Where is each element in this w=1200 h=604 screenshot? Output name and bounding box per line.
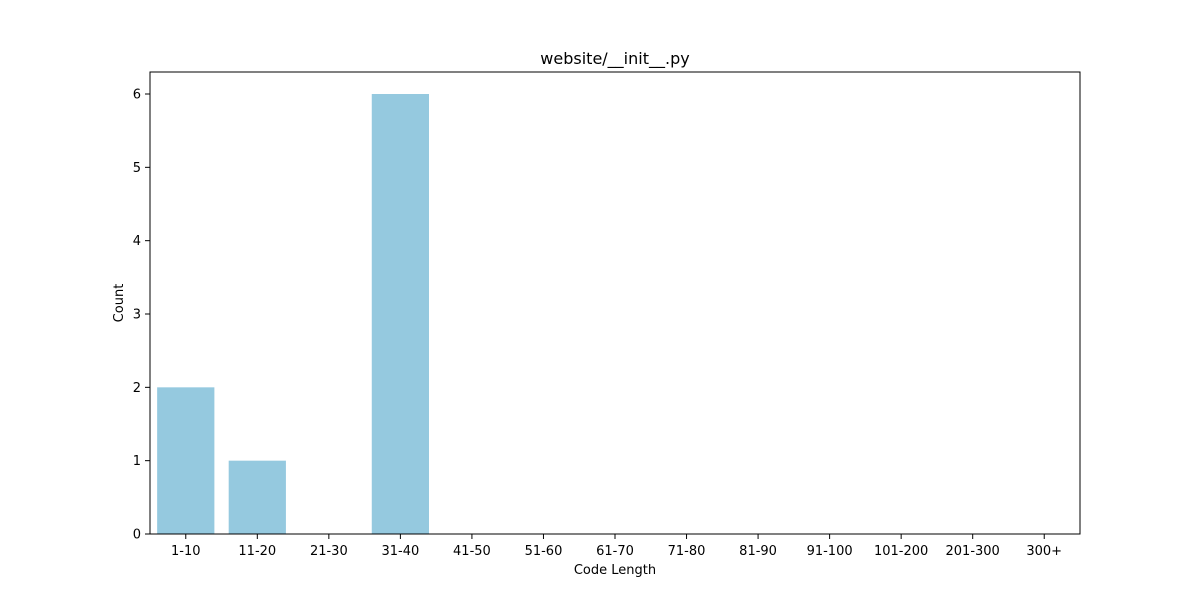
bar-31-40 [371, 94, 429, 534]
x-axis: 1-10 11-20 21-30 31-40 41-50 51-60 61-70 71-80 8… [171, 534, 1062, 559]
x-tick-label: 71-80 [668, 544, 706, 559]
x-tick-label: 11-20 [238, 544, 276, 559]
y-tick-label: 1 [133, 454, 141, 469]
chart-title: website/__init__.py [540, 49, 689, 69]
y-axis: 0 1 2 3 4 5 6 [133, 88, 150, 543]
bars-group [157, 94, 429, 534]
y-tick-label: 6 [133, 88, 141, 103]
x-tick-label: 300+ [1026, 544, 1062, 559]
y-tick-label: 4 [133, 234, 141, 249]
y-tick-label: 0 [133, 528, 141, 543]
x-tick-label: 81-90 [739, 544, 777, 559]
x-axis-label: Code Length [574, 563, 656, 578]
x-tick-label: 41-50 [453, 544, 491, 559]
x-tick-label: 31-40 [381, 544, 419, 559]
bar-11-20 [228, 460, 286, 534]
x-tick-label: 61-70 [596, 544, 634, 559]
y-tick-label: 5 [133, 161, 141, 176]
x-tick-label: 101-200 [874, 544, 928, 559]
bar-1-10 [157, 387, 215, 534]
x-tick-label: 51-60 [525, 544, 563, 559]
x-tick-label: 21-30 [310, 544, 348, 559]
y-tick-label: 3 [133, 308, 141, 323]
x-tick-label: 201-300 [946, 544, 1000, 559]
plot-frame [149, 71, 1081, 535]
x-tick-label: 1-10 [171, 544, 201, 559]
y-tick-label: 2 [133, 381, 141, 396]
y-axis-label: Count [112, 284, 127, 323]
x-tick-label: 91-100 [807, 544, 853, 559]
